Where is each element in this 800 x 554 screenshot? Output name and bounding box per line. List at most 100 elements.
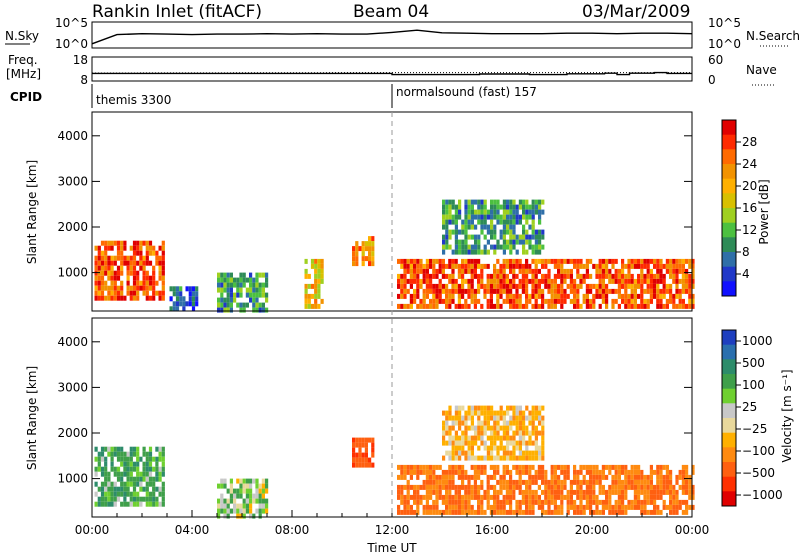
- heatmap-cell: [236, 488, 240, 494]
- heatmap-cell: [94, 501, 98, 507]
- heatmap-cell: [608, 464, 612, 470]
- heatmap-cell: [451, 474, 455, 480]
- heatmap-cell: [97, 275, 101, 281]
- heatmap-cell: [355, 442, 359, 448]
- heatmap-cell: [220, 483, 224, 489]
- colorbar-tick-label: 1000: [742, 334, 773, 348]
- heatmap-cell: [691, 484, 695, 490]
- heatmap-cell: [454, 234, 458, 240]
- heatmap-cell: [120, 260, 124, 266]
- heatmap-cell: [547, 479, 551, 485]
- heatmap-cell: [681, 479, 685, 485]
- heatmap-cell: [569, 504, 573, 510]
- heatmap-cell: [541, 420, 545, 426]
- colorbar-swatch: [722, 193, 736, 209]
- heatmap-cell: [569, 484, 573, 490]
- heatmap-cell: [547, 288, 551, 294]
- heatmap-cell: [656, 509, 660, 515]
- heatmap-cell: [261, 292, 265, 298]
- heatmap-cell: [525, 278, 529, 284]
- heatmap-cell: [142, 466, 146, 472]
- noise-line: [91, 29, 693, 45]
- heatmap-cell: [448, 244, 452, 250]
- heatmap-cell: [579, 469, 583, 475]
- heatmap-cell: [579, 484, 583, 490]
- heatmap-cell: [678, 303, 682, 309]
- heatmap-cell: [361, 261, 365, 267]
- heatmap-cell: [307, 303, 311, 309]
- heatmap-cell: [585, 273, 589, 279]
- heatmap-cell: [573, 509, 577, 515]
- heatmap-cell: [493, 199, 497, 205]
- heatmap-cell: [653, 283, 657, 289]
- freq-left-tick-bottom: 8: [80, 73, 88, 87]
- heatmap-cell: [445, 474, 449, 480]
- heatmap-cell: [557, 464, 561, 470]
- heatmap-cell: [601, 474, 605, 480]
- heatmap-cell: [493, 209, 497, 215]
- heatmap-cell: [521, 479, 525, 485]
- heatmap-cell: [515, 484, 519, 490]
- heatmap-cell: [493, 464, 497, 470]
- heatmap-cell: [403, 303, 407, 309]
- heatmap-cell: [672, 293, 676, 299]
- heatmap-cell: [499, 504, 503, 510]
- heatmap-cell: [550, 469, 554, 475]
- heatmap-cell: [148, 481, 153, 487]
- heatmap-cell: [161, 481, 165, 487]
- heatmap-cell: [483, 464, 487, 470]
- heatmap-cell: [473, 258, 477, 264]
- heatmap-cell: [477, 199, 481, 205]
- heatmap-cell: [688, 303, 692, 309]
- heatmap-cell: [120, 265, 124, 271]
- heatmap-cell: [116, 265, 121, 271]
- heatmap-cell: [445, 425, 449, 431]
- heatmap-cell: [310, 263, 315, 269]
- heatmap-cell: [608, 273, 612, 279]
- heatmap-cell: [538, 415, 542, 421]
- heatmap-cell: [97, 486, 101, 492]
- heatmap-cell: [585, 484, 589, 490]
- heatmap-cell: [161, 451, 165, 457]
- heatmap-cell: [576, 489, 580, 495]
- heatmap-cell: [451, 214, 455, 220]
- heatmap-cell: [258, 292, 262, 298]
- heatmap-cell: [489, 298, 493, 304]
- heatmap-cell: [550, 509, 554, 515]
- heatmap-cell: [148, 456, 153, 462]
- heatmap-cell: [445, 430, 449, 436]
- heatmap-cell: [521, 263, 525, 269]
- heatmap-cell: [464, 474, 468, 480]
- heatmap-cell: [621, 278, 625, 284]
- heatmap-cell: [649, 494, 653, 500]
- heatmap-cell: [454, 469, 458, 475]
- heatmap-cell: [624, 288, 628, 294]
- heatmap-cell: [585, 303, 589, 309]
- heatmap-cell: [457, 288, 461, 294]
- heatmap-cell: [236, 292, 240, 298]
- heatmap-cell: [110, 491, 114, 497]
- heatmap-cell: [371, 442, 375, 448]
- heatmap-cell: [113, 255, 117, 261]
- heatmap-cell: [442, 214, 446, 220]
- heatmap-cell: [563, 479, 567, 485]
- heatmap-cell: [659, 278, 663, 284]
- heatmap-cell: [531, 509, 535, 515]
- heatmap-cell: [110, 290, 114, 296]
- heatmap-cell: [448, 425, 452, 431]
- heatmap-cell: [416, 484, 420, 490]
- heatmap-cell: [148, 476, 153, 482]
- heatmap-cell: [582, 494, 586, 500]
- heatmap-cell: [136, 446, 140, 452]
- heatmap-cell: [605, 499, 609, 505]
- cpid-segment-0: themis 3300: [96, 93, 171, 107]
- heatmap-cell: [560, 469, 564, 475]
- heatmap-cell: [100, 466, 105, 472]
- heatmap-cell: [534, 199, 538, 205]
- noise-series-group: [91, 29, 693, 45]
- heatmap-cell: [528, 474, 532, 480]
- heatmap-cell: [236, 282, 240, 288]
- heatmap-cell: [601, 489, 605, 495]
- heatmap-cell: [416, 283, 420, 289]
- heatmap-cell: [550, 489, 554, 495]
